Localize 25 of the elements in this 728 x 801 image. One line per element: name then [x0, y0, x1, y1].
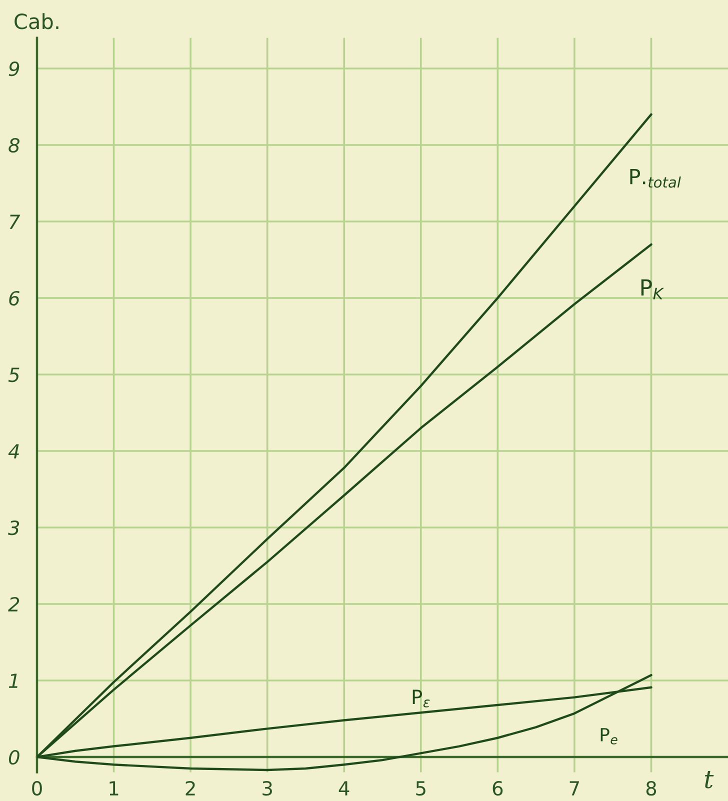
y-tick-label: 6	[9, 290, 20, 306]
y-tick-label: 0	[8, 750, 20, 765]
y-tick-label: 5	[8, 368, 20, 382]
y-axis-title: Cab.	[14, 13, 58, 30]
series-label: P$_{K}$	[641, 279, 664, 300]
series-label: P$_{e}$	[600, 728, 618, 744]
x-tick-label: 1	[110, 781, 118, 796]
series-label: P.$_{total}$	[630, 168, 681, 188]
y-tick-label: 7	[10, 214, 20, 229]
x-tick-label: 0	[32, 780, 42, 796]
x-tick-label: 3	[262, 780, 272, 796]
y-tick-label: 9	[8, 61, 20, 76]
x-tick-label: 8	[646, 780, 656, 796]
x-tick-label: 7	[570, 781, 579, 796]
y-tick-label: 4	[8, 444, 19, 458]
series-label: P$_{ε}$	[412, 690, 430, 708]
y-tick-label: 1	[8, 674, 18, 688]
x-tick-label: 4	[338, 781, 350, 796]
y-tick-label: 3	[8, 520, 20, 536]
y-tick-label: 8	[8, 138, 20, 153]
x-tick-label: 6	[492, 780, 503, 796]
x-tick-label: 5	[416, 781, 426, 796]
x-axis-title: t	[704, 771, 714, 788]
y-tick-label: 2	[8, 596, 20, 612]
x-tick-label: 2	[186, 780, 195, 796]
